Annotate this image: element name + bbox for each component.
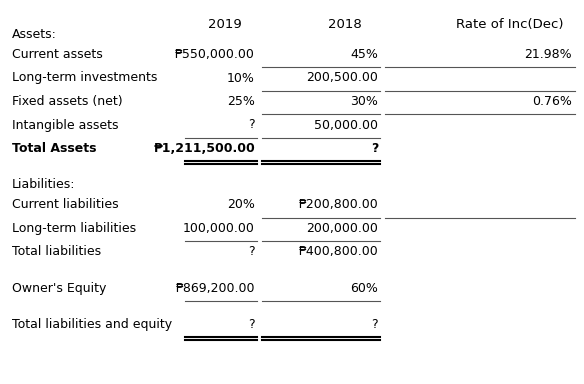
Text: Owner's Equity: Owner's Equity (12, 282, 106, 295)
Text: Current liabilities: Current liabilities (12, 199, 119, 212)
Text: Liabilities:: Liabilities: (12, 179, 75, 192)
Text: 60%: 60% (350, 282, 378, 295)
Text: ?: ? (371, 318, 378, 331)
Text: Fixed assets (net): Fixed assets (net) (12, 95, 123, 108)
Text: ₱550,000.00: ₱550,000.00 (175, 48, 255, 61)
Text: 20%: 20% (227, 199, 255, 212)
Text: ₱400,800.00: ₱400,800.00 (298, 245, 378, 258)
Text: ₱869,200.00: ₱869,200.00 (176, 282, 255, 295)
Text: 45%: 45% (350, 48, 378, 61)
Text: 200,000.00: 200,000.00 (306, 222, 378, 235)
Text: Rate of Inc(Dec): Rate of Inc(Dec) (456, 18, 564, 31)
Text: ₱200,800.00: ₱200,800.00 (298, 199, 378, 212)
Text: ?: ? (371, 142, 378, 155)
Text: Long-term investments: Long-term investments (12, 71, 157, 84)
Text: Total liabilities and equity: Total liabilities and equity (12, 318, 172, 331)
Text: 25%: 25% (227, 95, 255, 108)
Text: ?: ? (248, 318, 255, 331)
Text: ₱1,211,500.00: ₱1,211,500.00 (153, 142, 255, 155)
Text: 100,000.00: 100,000.00 (183, 222, 255, 235)
Text: 10%: 10% (227, 71, 255, 84)
Text: Total Assets: Total Assets (12, 142, 96, 155)
Text: 50,000.00: 50,000.00 (314, 119, 378, 131)
Text: Intangible assets: Intangible assets (12, 119, 119, 131)
Text: Long-term liabilities: Long-term liabilities (12, 222, 136, 235)
Text: ?: ? (248, 119, 255, 131)
Text: 2018: 2018 (328, 18, 362, 31)
Text: ?: ? (248, 245, 255, 258)
Text: 30%: 30% (350, 95, 378, 108)
Text: 21.98%: 21.98% (524, 48, 572, 61)
Text: Assets:: Assets: (12, 28, 57, 41)
Text: 2019: 2019 (208, 18, 242, 31)
Text: 200,500.00: 200,500.00 (306, 71, 378, 84)
Text: Current assets: Current assets (12, 48, 103, 61)
Text: Total liabilities: Total liabilities (12, 245, 101, 258)
Text: 0.76%: 0.76% (532, 95, 572, 108)
